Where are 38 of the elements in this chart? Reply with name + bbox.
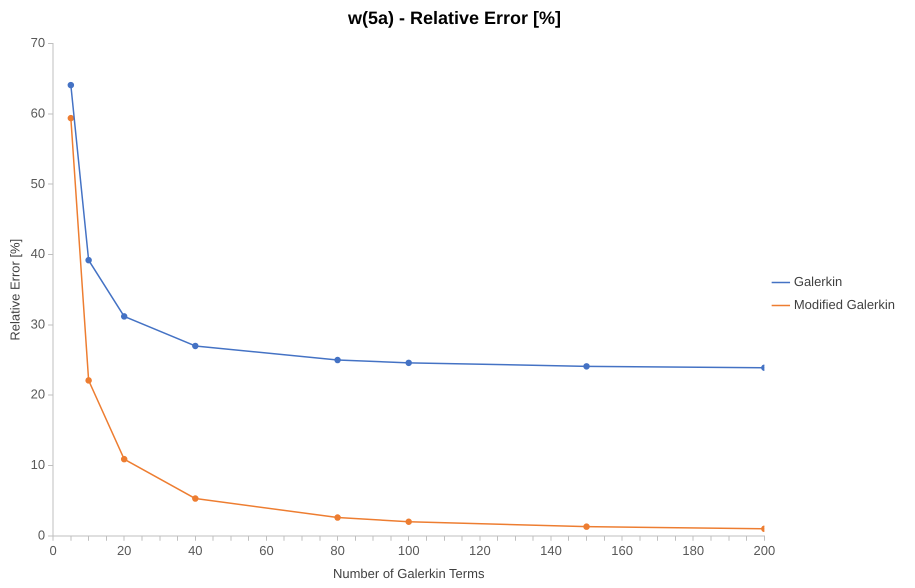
y-tick-label: 50 xyxy=(30,176,46,191)
legend-label: Modified Galerkin xyxy=(794,297,895,312)
y-tick-label: 20 xyxy=(30,386,46,402)
point xyxy=(192,495,199,502)
x-tick-label: 0 xyxy=(49,543,57,558)
point xyxy=(405,360,412,366)
x-tick-label: 160 xyxy=(611,543,633,558)
point xyxy=(334,356,341,364)
x-tick-label: 200 xyxy=(753,543,776,558)
x-tick-label: 100 xyxy=(398,543,420,558)
point xyxy=(120,313,128,320)
point xyxy=(583,363,590,370)
y-axis-title: Relative Error [%] xyxy=(7,238,22,341)
point xyxy=(405,518,412,525)
x-tick-label: 120 xyxy=(468,543,491,558)
point xyxy=(68,82,74,88)
legend-label: Galerkin xyxy=(794,274,842,290)
y-tick-label: 70 xyxy=(30,35,46,50)
point xyxy=(120,456,128,462)
x-tick-label: 80 xyxy=(330,543,345,558)
y-tick-label: 30 xyxy=(30,316,46,332)
point xyxy=(85,377,92,384)
point xyxy=(583,523,590,530)
x-axis-title: Number of Galerkin Terms xyxy=(332,566,485,581)
x-tick-label: 20 xyxy=(116,543,132,558)
point xyxy=(68,114,74,122)
point xyxy=(192,342,199,350)
chart-title: w(5a) - Relative Error [%] xyxy=(346,8,562,28)
x-tick-label: 180 xyxy=(682,543,704,558)
x-tick-label: 140 xyxy=(540,543,562,558)
y-tick-label: 40 xyxy=(30,246,46,262)
point xyxy=(85,256,92,264)
x-tick-label: 60 xyxy=(259,543,274,558)
point xyxy=(334,514,341,521)
y-tick-label: 0 xyxy=(38,527,46,542)
x-tick-label: 40 xyxy=(188,543,203,558)
y-tick-label: 60 xyxy=(30,105,46,120)
y-tick-label: 10 xyxy=(30,457,46,472)
